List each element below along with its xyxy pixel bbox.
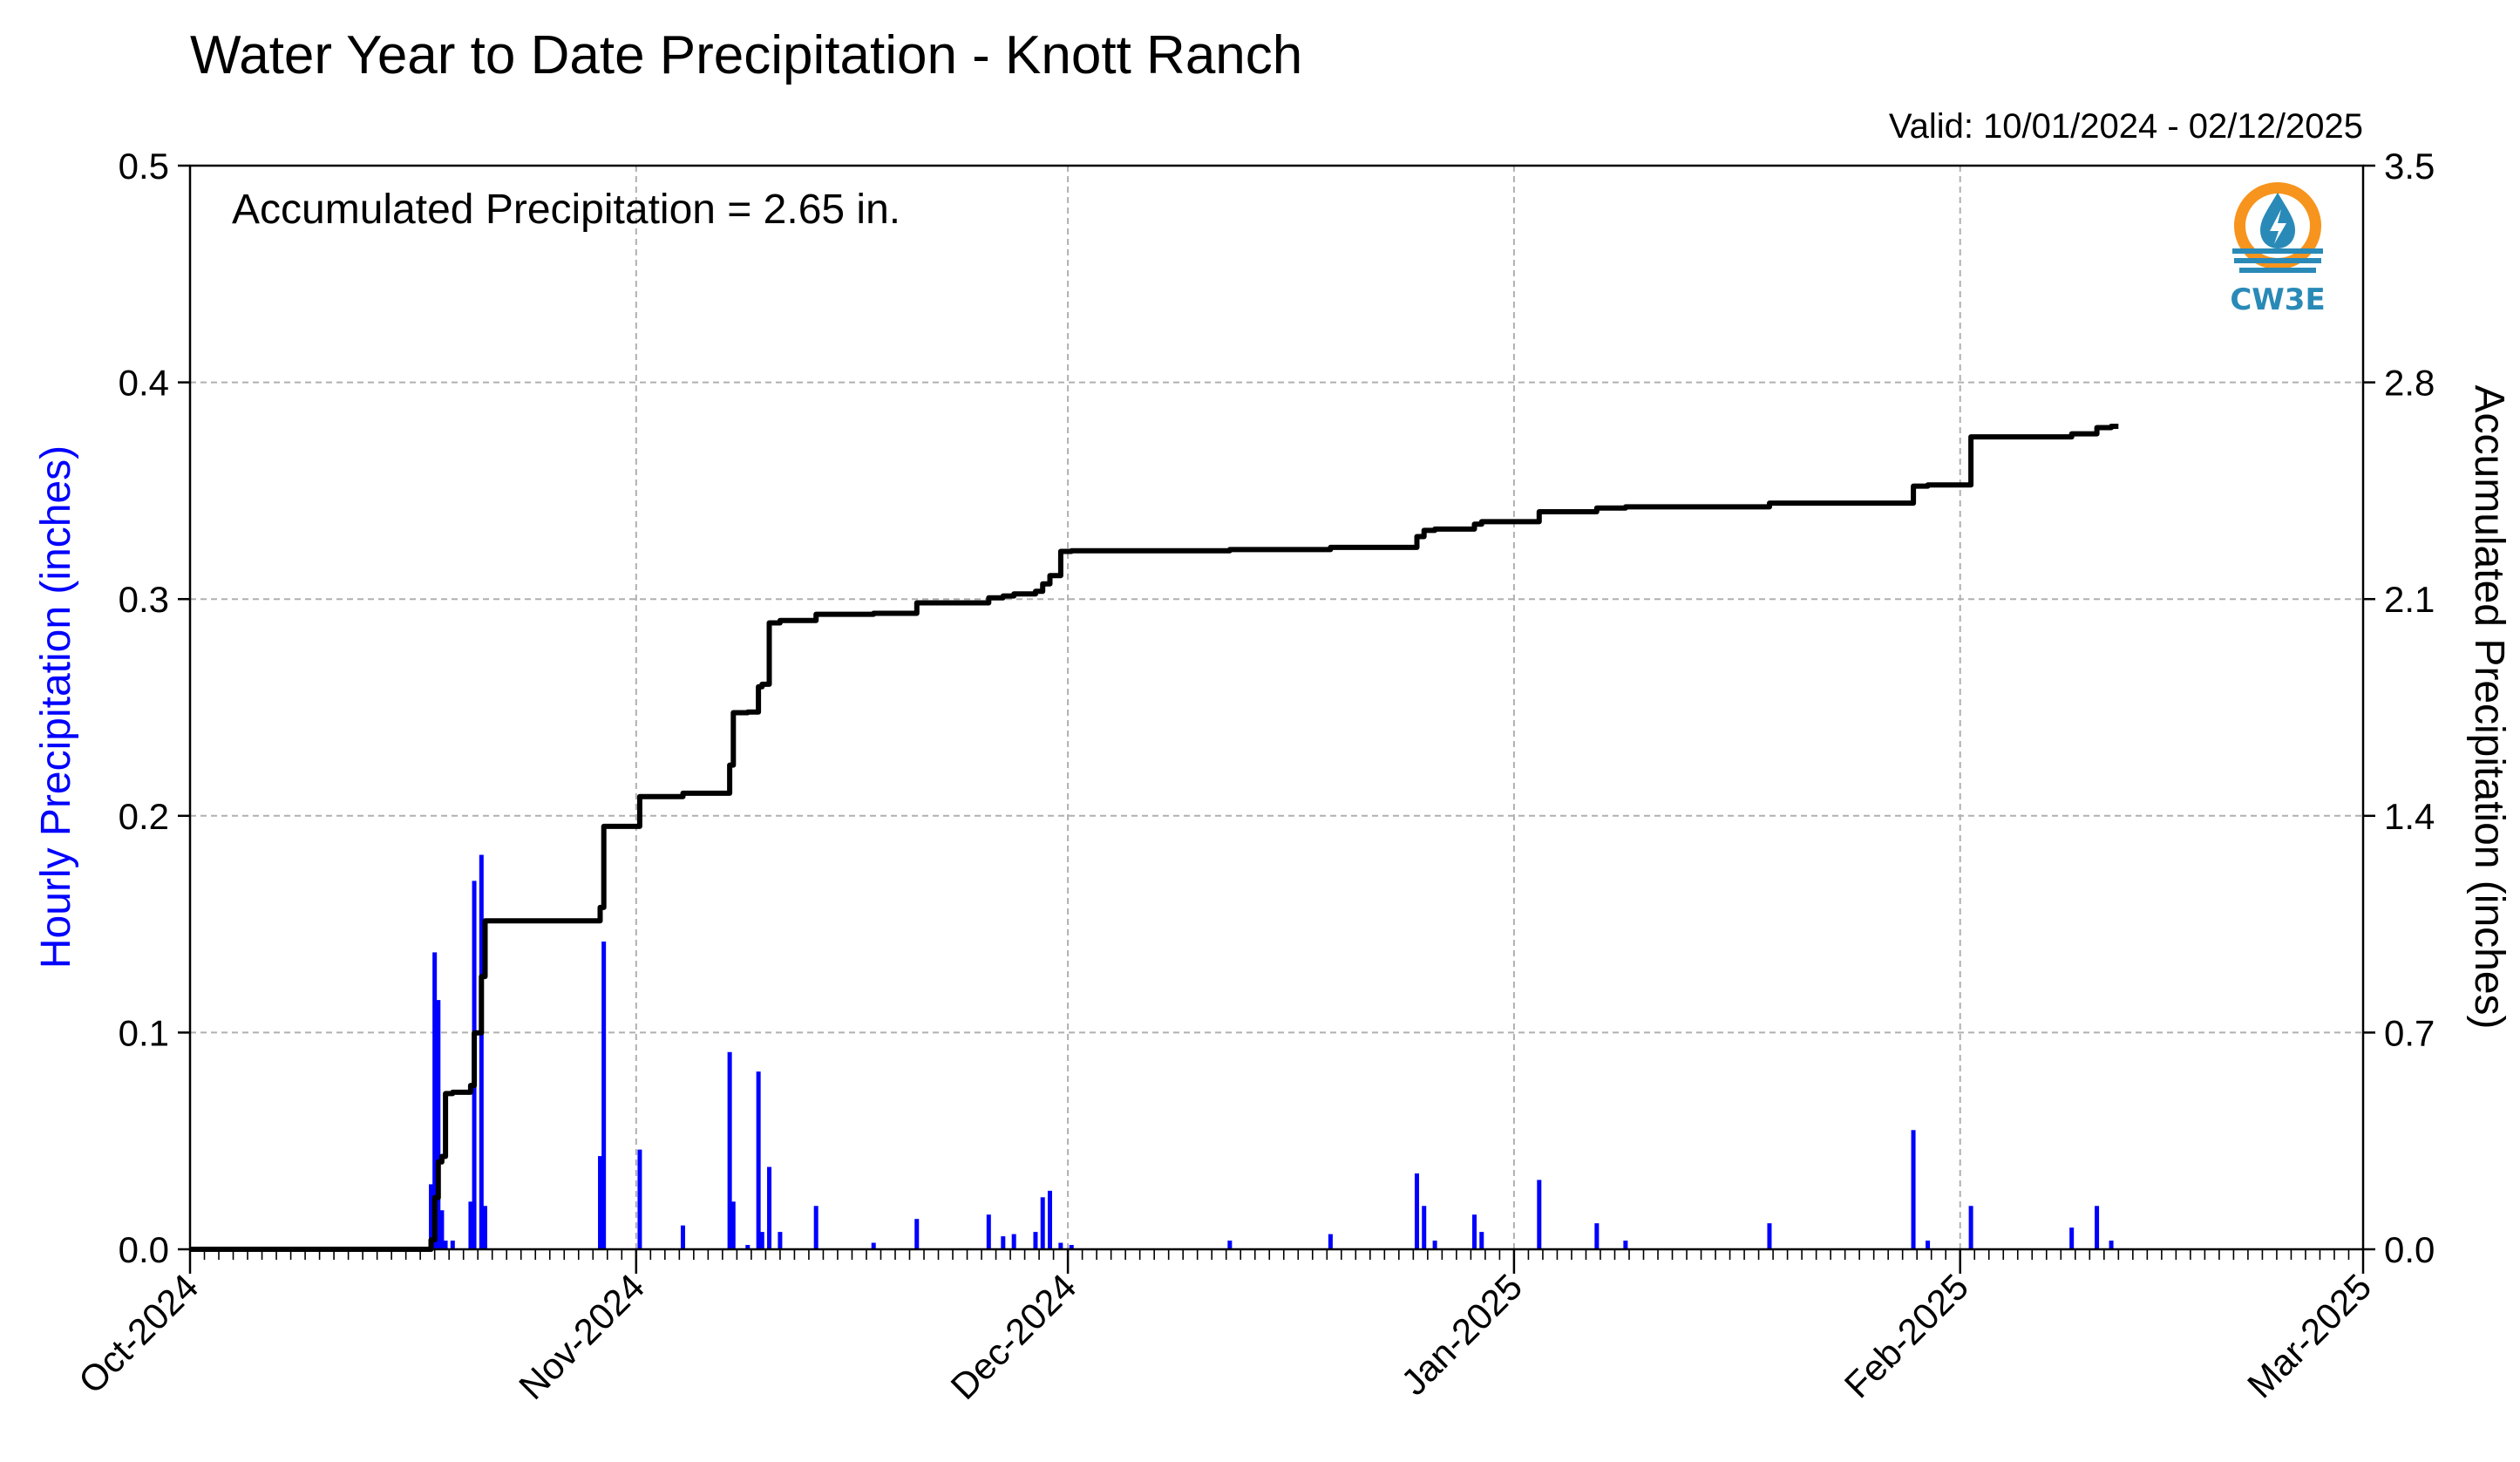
hourly-bar	[756, 1071, 761, 1249]
chart-title: Water Year to Date Precipitation - Knott…	[190, 25, 1302, 85]
hourly-bar	[767, 1166, 772, 1249]
hourly-bar	[914, 1219, 920, 1249]
right-y-tick-label: 2.1	[2384, 579, 2435, 620]
hourly-bar	[1594, 1223, 1600, 1249]
hourly-bar	[1968, 1206, 1973, 1249]
right-y-tick-label: 0.0	[2384, 1229, 2435, 1270]
logo-wordmark: CW3E	[2230, 282, 2325, 317]
hourly-bar	[727, 1051, 732, 1249]
hourly-bar	[482, 1206, 487, 1249]
hourly-bar	[680, 1225, 685, 1249]
left-y-tick-label: 0.2	[119, 796, 169, 837]
hourly-bar	[598, 1156, 603, 1249]
hourly-bar	[1414, 1173, 1419, 1249]
hourly-bar	[1227, 1241, 1233, 1249]
left-y-tick-labels: 0.0 0.1 0.2 0.3 0.4 0.5	[119, 146, 169, 1270]
hourly-bar	[813, 1206, 818, 1249]
hourly-bar	[1033, 1232, 1038, 1249]
hourly-bar	[1623, 1241, 1628, 1249]
hourly-bar	[1040, 1197, 1045, 1249]
hourly-bar	[730, 1201, 736, 1249]
hourly-bar	[439, 1210, 445, 1249]
left-y-tick-label: 0.0	[119, 1229, 169, 1270]
left-y-tick-label: 0.4	[119, 363, 169, 404]
accumulated-line	[190, 424, 2119, 1252]
hourly-bar	[871, 1242, 876, 1249]
hourly-bar	[1069, 1245, 1074, 1249]
hourly-bar	[1537, 1180, 1542, 1249]
axis-ticks	[178, 164, 2375, 1274]
hourly-bar	[443, 1241, 448, 1249]
cw3e-logo: CW3E	[2230, 182, 2326, 317]
hourly-bar	[1011, 1234, 1016, 1249]
plot-frame	[188, 164, 2365, 1251]
left-y-tick-label: 0.3	[119, 579, 169, 620]
valid-date-range: Valid: 10/01/2024 - 02/12/2025	[1889, 107, 2363, 146]
left-y-tick-label: 0.5	[119, 146, 169, 187]
gridlines	[190, 166, 2363, 1249]
right-y-tick-label: 3.5	[2384, 146, 2435, 187]
right-y-axis-label: Accumulated Precipitation (inches)	[2466, 384, 2512, 1029]
hourly-bar	[2095, 1206, 2100, 1249]
hourly-bar	[2109, 1241, 2114, 1249]
hourly-bar	[429, 1184, 434, 1249]
right-y-tick-label: 1.4	[2384, 796, 2435, 837]
hourly-bar	[479, 854, 484, 1249]
left-y-axis-label: Hourly Precipitation (inches)	[33, 445, 79, 969]
hourly-bar	[637, 1149, 642, 1249]
right-y-tick-label: 2.8	[2384, 363, 2435, 404]
accumulated-total-annotation: Accumulated Precipitation = 2.65 in.	[232, 187, 900, 233]
hourly-bar	[1767, 1223, 1772, 1249]
hourly-bar	[986, 1214, 991, 1249]
hourly-bar	[601, 941, 607, 1249]
hourly-bar	[1911, 1130, 1916, 1249]
accumulated-line-layer	[190, 424, 2119, 1252]
hourly-bar	[1001, 1236, 1006, 1249]
hourly-bar	[1328, 1234, 1333, 1249]
hourly-bar	[1926, 1241, 1931, 1249]
hourly-bar	[1058, 1242, 1063, 1249]
hourly-bar	[778, 1232, 783, 1249]
hourly-bar	[1472, 1214, 1477, 1249]
left-y-tick-label: 0.1	[119, 1012, 169, 1053]
hourly-bar	[1479, 1232, 1484, 1249]
hourly-bar	[468, 1201, 473, 1249]
hourly-bar	[745, 1245, 751, 1249]
hourly-bar	[2069, 1227, 2075, 1249]
hourly-bar	[1422, 1206, 1427, 1249]
hourly-bar	[1047, 1190, 1052, 1249]
hourly-bars	[429, 854, 2114, 1249]
hourly-bar	[436, 1000, 441, 1249]
hourly-bar	[759, 1232, 764, 1249]
hourly-bar	[1432, 1241, 1437, 1249]
right-y-tick-label: 0.7	[2384, 1012, 2435, 1053]
hourly-bar	[432, 952, 438, 1249]
right-y-tick-labels: 0.0 0.7 1.4 2.1 2.8 3.5	[2384, 146, 2435, 1270]
hourly-bar	[450, 1241, 455, 1249]
